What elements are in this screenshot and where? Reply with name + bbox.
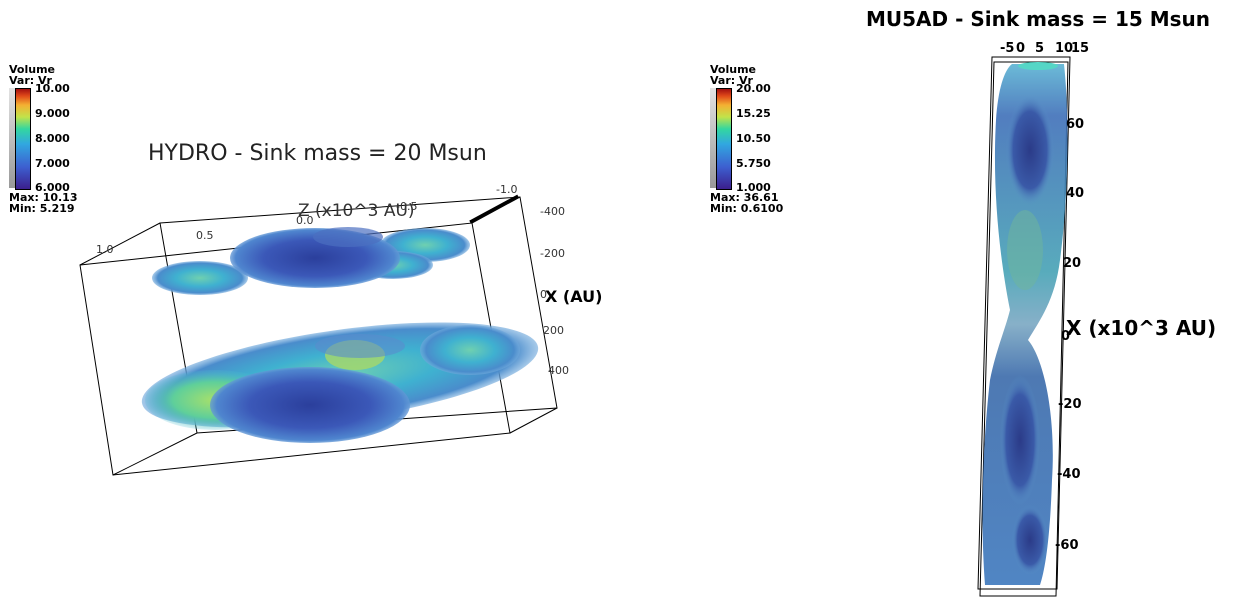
left-x-tick: -400 <box>540 205 565 218</box>
right-top-tick: 10 <box>1055 41 1073 56</box>
left-z-tick: -1.0 <box>496 183 517 196</box>
right-colorbar-gray <box>710 88 718 188</box>
right-legend-tick: 20.00 <box>736 82 771 95</box>
left-x-tick: 400 <box>548 364 569 377</box>
right-legend-tick: 1.000 <box>736 181 771 194</box>
left-legend: Volume Var: Vr 10.00 9.000 8.000 7.000 6… <box>9 64 78 214</box>
left-legend-min: Min: 5.219 <box>9 202 75 215</box>
right-top-tick: 0 <box>1016 41 1025 56</box>
left-legend-max: Max: 10.13 <box>9 191 78 204</box>
left-legend-variable: Var: Vr <box>9 74 52 87</box>
right-colorbar <box>716 88 732 190</box>
left-z-tick: 0.5 <box>196 229 214 242</box>
left-legend-tick: 9.000 <box>35 107 70 120</box>
right-panel-title: MU5AD - Sink mass = 15 Msun <box>866 7 1210 31</box>
right-x-axis-label: X (x10^3 AU) <box>1066 316 1216 340</box>
right-x-tick: -60 <box>1055 538 1079 553</box>
left-panel-title: HYDRO - Sink mass = 20 Msun <box>148 141 487 166</box>
left-axis-arrow <box>469 194 519 224</box>
left-legend-heading: Volume <box>9 63 55 76</box>
left-legend-tick: 7.000 <box>35 157 70 170</box>
right-legend-tick: 10.50 <box>736 132 771 145</box>
right-legend-tick: 5.750 <box>736 157 771 170</box>
left-colorbar-gray <box>9 88 17 188</box>
right-legend-max: Max: 36.61 <box>710 191 779 204</box>
right-x-tick: -40 <box>1057 467 1081 482</box>
left-x-axis-label: X (AU) <box>545 287 602 306</box>
left-legend-tick: 6.000 <box>35 181 70 194</box>
left-z-tick: 0.0 <box>296 214 314 227</box>
left-z-tick: -0.5 <box>396 200 417 213</box>
left-x-tick: 0 <box>540 288 547 301</box>
left-z-axis-label: Z (x10^3 AU) <box>298 201 415 221</box>
right-jet-volume <box>982 62 1068 585</box>
right-legend-min: Min: 0.6100 <box>710 202 784 215</box>
right-3d-bounding-box <box>977 56 1071 597</box>
right-x-tick: 60 <box>1066 117 1084 132</box>
right-legend: Volume Var: Vr 20.00 15.25 10.50 5.750 1… <box>710 64 783 214</box>
right-legend-tick: 15.25 <box>736 107 771 120</box>
right-legend-variable: Var: Vr <box>710 74 753 87</box>
right-top-tick: -5 <box>1000 41 1014 56</box>
left-x-tick: 200 <box>543 324 564 337</box>
left-x-tick: -200 <box>540 247 565 260</box>
left-legend-tick: 10.00 <box>35 82 70 95</box>
right-x-tick: -20 <box>1058 397 1082 412</box>
left-legend-tick: 8.000 <box>35 132 70 145</box>
right-x-tick: 40 <box>1066 186 1084 201</box>
right-x-tick: 0 <box>1061 329 1070 344</box>
right-legend-heading: Volume <box>710 63 756 76</box>
right-x-tick: 20 <box>1063 256 1081 271</box>
left-upper-volume <box>152 227 470 295</box>
left-colorbar <box>15 88 31 190</box>
left-lower-volume <box>141 322 539 443</box>
right-top-tick: 15 <box>1071 41 1089 56</box>
right-top-tick: 5 <box>1035 41 1044 56</box>
left-z-tick: 1.0 <box>96 243 114 256</box>
